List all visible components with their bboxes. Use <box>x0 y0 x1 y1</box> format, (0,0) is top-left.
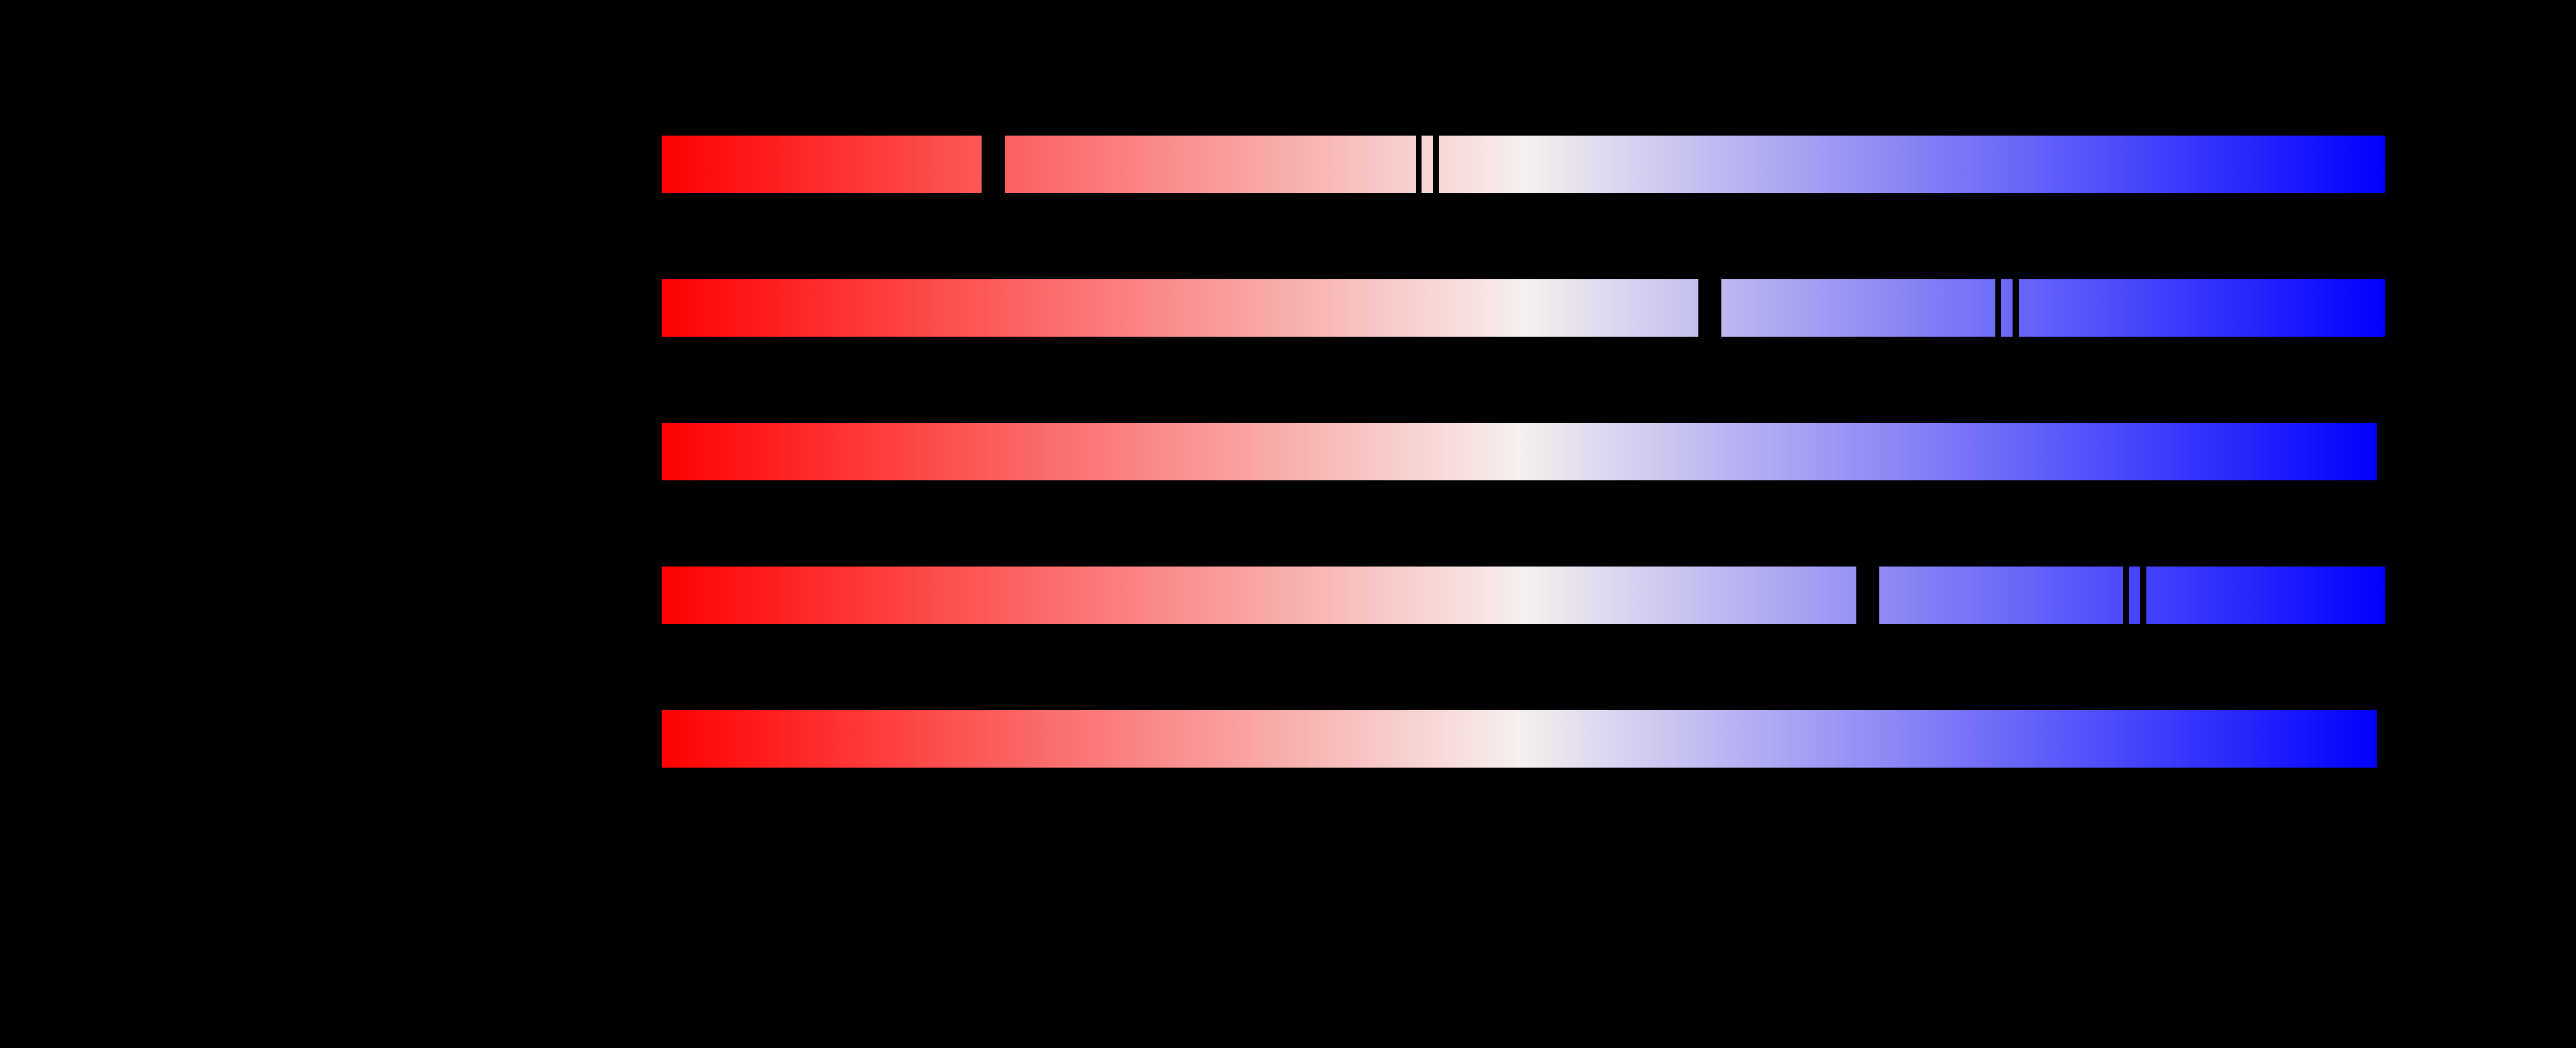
gradient-bar-1 <box>662 136 2385 193</box>
bar-1-break-1 <box>982 136 1005 193</box>
bar-4-break-2 <box>2123 567 2129 624</box>
bar-2-break-1 <box>1698 279 1721 337</box>
bar-1-break-3 <box>1433 136 1439 193</box>
bar-2-break-3 <box>2013 279 2019 337</box>
gradient-bar-4 <box>662 567 2385 624</box>
bar-4-break-1 <box>1856 567 1879 624</box>
gradient-bar-2 <box>662 279 2385 337</box>
bar-1-break-2 <box>1416 136 1422 193</box>
gradient-bar-3 <box>662 423 2377 480</box>
gradient-bar-5 <box>662 710 2377 768</box>
bar-4-break-3 <box>2140 567 2146 624</box>
bar-2-break-2 <box>1995 279 2001 337</box>
